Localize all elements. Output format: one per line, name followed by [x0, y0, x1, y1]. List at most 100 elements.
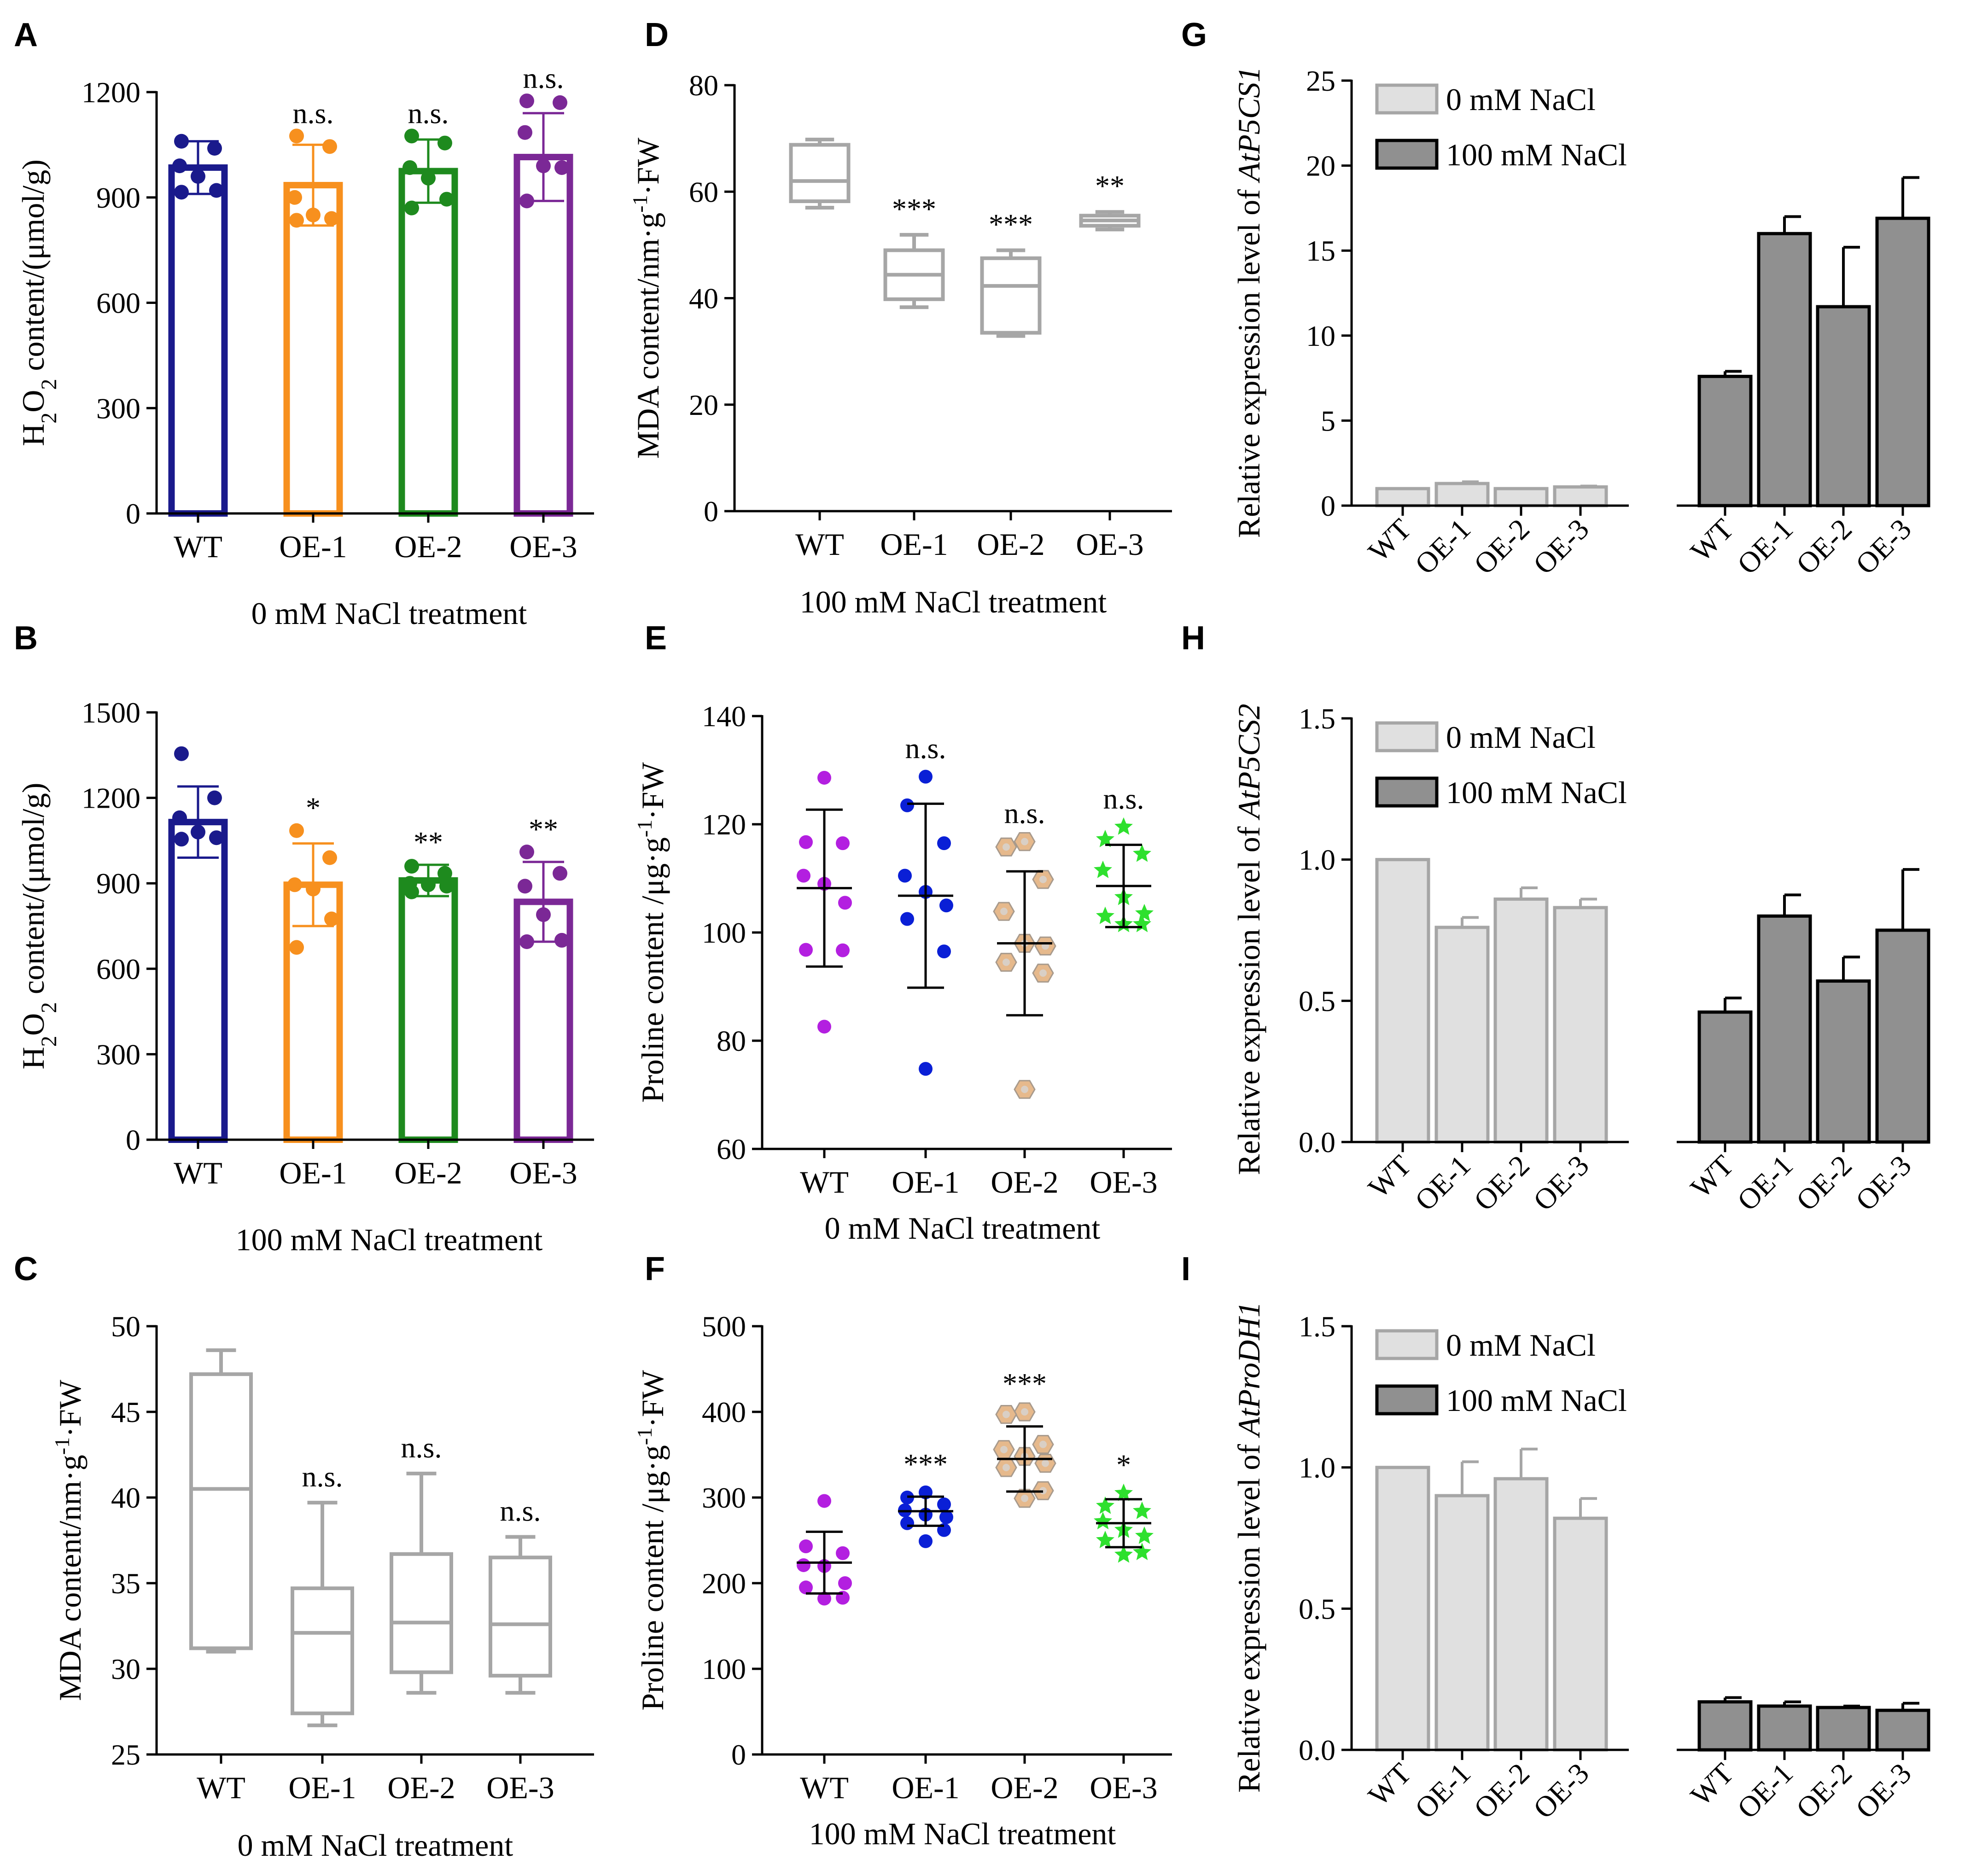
bar [1757, 914, 1812, 1144]
x-tick-label: OE-3 [1527, 1757, 1595, 1825]
x-tick-label: OE-3 [1090, 1770, 1157, 1805]
data-point-center [1021, 1085, 1028, 1093]
data-point [1094, 1512, 1112, 1530]
data-point [519, 934, 534, 950]
y-label-part: content/(μmol/g) [16, 783, 51, 1002]
data-point [1133, 1501, 1151, 1519]
panel-label: C [14, 1251, 38, 1288]
y-tick-label: 0.0 [1299, 1734, 1335, 1766]
significance-label: *** [1003, 1367, 1047, 1400]
data-point [937, 836, 951, 851]
x-tick-label: WT [795, 527, 844, 562]
y-label-part: ·FW [630, 137, 665, 195]
data-point [519, 845, 534, 860]
data-point [919, 1062, 933, 1076]
data-point [174, 832, 189, 847]
data-point [937, 944, 951, 959]
x-axis-label: 0 mM NaCl treatment [251, 596, 527, 631]
panel-label: B [14, 620, 38, 657]
data-point [553, 866, 567, 881]
x-tick-label: OE-2 [991, 1770, 1058, 1805]
x-axis-label: 100 mM NaCl treatment [809, 1816, 1116, 1851]
legend-swatch [1375, 139, 1439, 170]
x-tick-label: WT [1684, 1757, 1740, 1812]
data-point [174, 185, 189, 200]
x-tick-label: OE-2 [1790, 1149, 1858, 1217]
bar [1816, 979, 1871, 1144]
y-tick-label: 600 [96, 953, 140, 985]
y-label-gene: AtP5CS1 [1231, 67, 1266, 183]
y-label-part: H [16, 424, 51, 446]
x-tick-label: OE-3 [1090, 1165, 1157, 1200]
y-tick-label: 1.0 [1299, 844, 1335, 876]
y-label-part: ·FW [52, 1379, 87, 1437]
y-tick-label: 45 [111, 1396, 140, 1428]
bar [1697, 374, 1753, 507]
data-point [836, 943, 850, 957]
data-point [554, 160, 569, 175]
x-tick-label: OE-2 [977, 527, 1044, 562]
significance-label: n.s. [401, 1431, 442, 1464]
y-label-part: MDA content/nm·g [52, 1455, 87, 1701]
significance-label: ** [529, 813, 558, 845]
y-label-part: ·FW [635, 762, 670, 819]
data-point [437, 866, 452, 881]
bar [1434, 1494, 1490, 1752]
panel-label: D [645, 17, 669, 53]
data-point [799, 1539, 813, 1554]
y-tick-label: 0 [704, 495, 718, 528]
data-point [799, 1580, 813, 1595]
data-point [191, 169, 205, 184]
x-tick-label: WT [1684, 1149, 1740, 1205]
data-point [402, 160, 417, 175]
bar [398, 877, 458, 1143]
data-point [797, 868, 810, 883]
x-tick-label: OE-1 [1409, 1757, 1477, 1825]
data-point [289, 128, 304, 144]
x-tick-label: OE-3 [1527, 1149, 1595, 1217]
x-tick-label: OE-3 [1849, 513, 1918, 581]
data-point [209, 830, 224, 845]
panel-label: I [1181, 1251, 1190, 1288]
y-axis-label: H2O2 content/(μmol/g) [16, 783, 61, 1070]
data-point [322, 850, 337, 865]
y-tick-label: 25 [111, 1738, 140, 1771]
bar [1553, 906, 1608, 1144]
box [390, 1552, 453, 1674]
y-tick-label: 500 [702, 1310, 746, 1343]
chart-panel-A: 0 300 600 900 1200 n.s. n.s. n.s. WT OE-1 OE-2 OE-3… [16, 62, 594, 631]
bar [1875, 1708, 1930, 1752]
chart-panel-E: 60 80 100 120 140 n.s. n.s. n.s. WT OE-1 OE-2 OE-3 0… [633, 700, 1172, 1246]
significance-label: n.s. [293, 97, 334, 129]
data-point [322, 139, 337, 154]
significance-label: n.s. [1103, 782, 1144, 815]
y-label-sub: 2 [37, 1002, 61, 1013]
y-tick-label: 900 [96, 867, 140, 900]
bar [283, 182, 343, 517]
data-point [289, 213, 304, 228]
data-point [817, 770, 831, 785]
data-point [421, 877, 436, 892]
data-point [421, 170, 436, 186]
y-label-sup: -1 [50, 1437, 74, 1455]
data-point [404, 859, 419, 874]
x-tick-label: WT [197, 1770, 245, 1805]
legend-label: 0 mM NaCl [1446, 1328, 1596, 1363]
y-tick-label: 300 [96, 392, 140, 425]
significance-label: n.s. [905, 732, 946, 765]
data-point [306, 207, 321, 222]
x-tick-label: OE-2 [1790, 1757, 1858, 1825]
data-point [324, 211, 339, 226]
x-tick-label: OE-2 [394, 529, 462, 564]
data-point [439, 879, 454, 894]
y-label-part: Proline content /μg·g [635, 837, 670, 1103]
x-tick-label: OE-3 [509, 1155, 577, 1190]
y-label-part: MDA content/nm·g [630, 213, 665, 459]
x-tick-label: OE-1 [1409, 1149, 1477, 1217]
data-point [404, 128, 419, 144]
data-point-center [1000, 908, 1008, 915]
y-label-sup: -1 [633, 1428, 656, 1445]
y-tick-label: 0.0 [1299, 1126, 1335, 1159]
y-tick-label: 1.5 [1299, 1310, 1335, 1343]
